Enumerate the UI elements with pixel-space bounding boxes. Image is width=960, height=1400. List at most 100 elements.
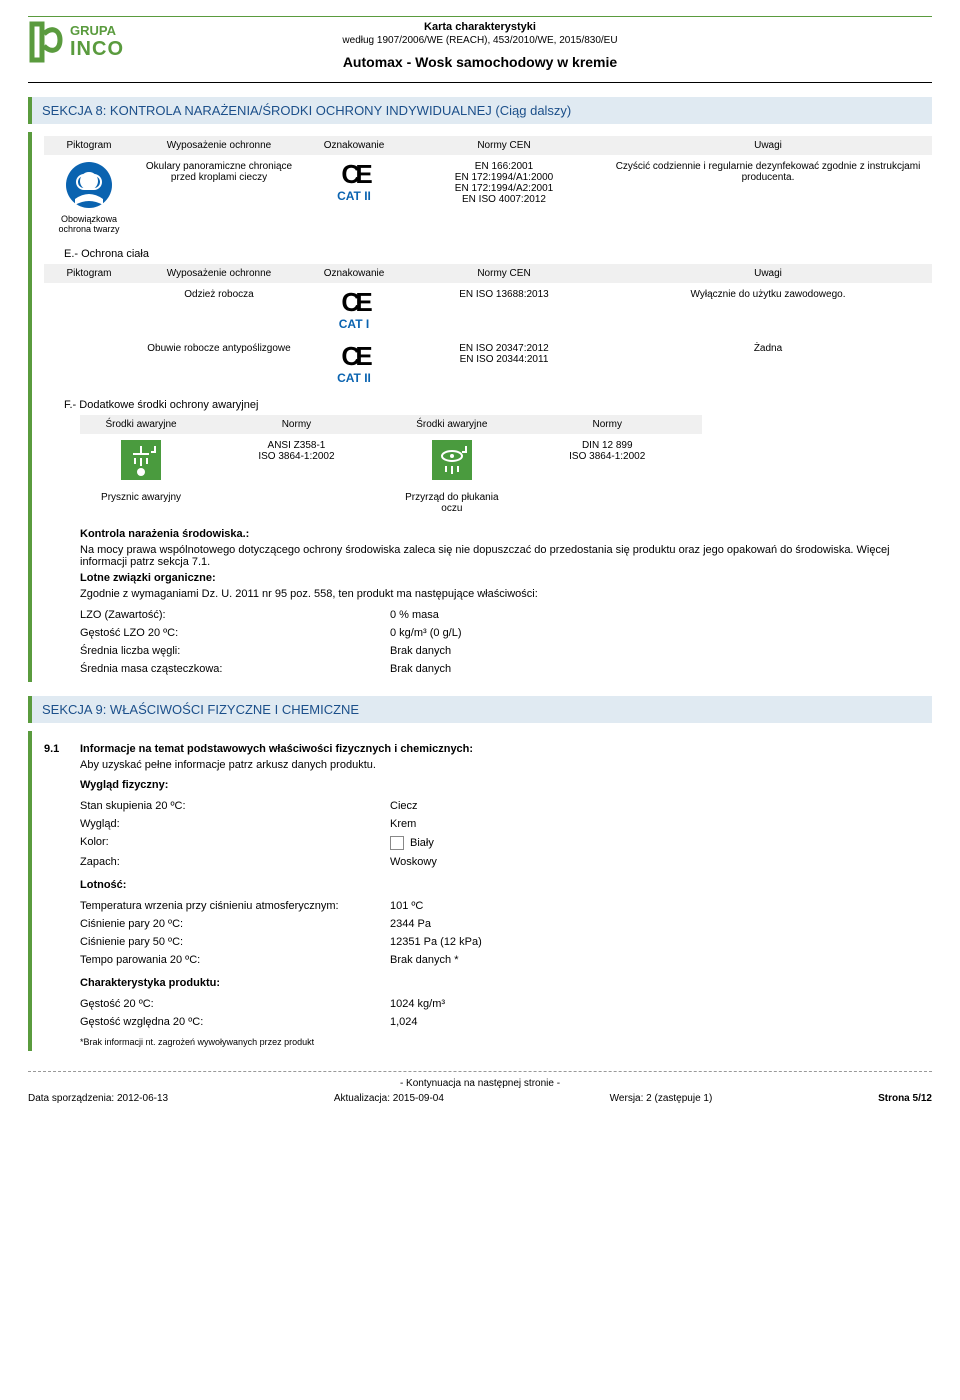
sub-f-heading: F.- Dodatkowe środki ochrony awaryjnej (64, 399, 932, 411)
continuation-note: - Kontynuacja na następnej stronie - (28, 1078, 932, 1089)
color-swatch-icon (390, 836, 404, 850)
voc-text: Zgodnie z wymaganiami Dz. U. 2011 nr 95 … (80, 588, 896, 600)
table-row: Stan skupienia 20 ºC:Ciecz (80, 797, 445, 815)
kv-label: Gęstość LZO 20 ºC: (80, 624, 390, 642)
kv-value: 12351 Pa (12 kPa) (390, 933, 490, 951)
table-row: LZO (Zawartość):0 % masa (80, 606, 470, 624)
kv-value: Krem (390, 815, 445, 833)
table-row: Obowiązkowa ochrona twarzy Okulary panor… (44, 155, 932, 240)
remarks-cell: Żadna (604, 337, 932, 391)
col-wyposazenie: Wyposażenie ochronne (134, 136, 304, 155)
table-row: Ciśnienie pary 20 ºC:2344 Pa (80, 915, 490, 933)
table-row: Obuwie robocze antypoślizgowe C E CAT II… (44, 337, 932, 391)
kv-value: 0 % masa (390, 606, 470, 624)
table-row: Gęstość 20 ºC:1024 kg/m³ (80, 995, 453, 1013)
col-oznakowanie: Oznakowanie (304, 264, 404, 283)
kv-label: Wygląd: (80, 815, 390, 833)
table-row: Odzież robocza C E CAT I EN ISO 13688:20… (44, 283, 932, 337)
product-name: Automax - Wosk samochodowy w kremie (28, 54, 932, 70)
footer-page: Strona 5/12 (878, 1093, 932, 1104)
norms-cell: EN ISO 13688:2013 (404, 283, 604, 337)
col-means: Środki awaryjne (391, 415, 513, 434)
col-uwagi: Uwagi (604, 136, 932, 155)
equipment-cell: Okulary panoramiczne chroniące przed kro… (134, 155, 304, 240)
ce-mark-icon: C E (310, 161, 398, 187)
phys-table: Stan skupienia 20 ºC:Ciecz Wygląd:Krem K… (80, 797, 445, 871)
sec9-sub: Aby uzyskać pełne informacje patrz arkus… (80, 759, 932, 771)
section-9-number: 9.1 (44, 743, 70, 755)
kv-label: Średnia masa cząsteczkowa: (80, 660, 390, 678)
cat-label: CAT II (310, 189, 398, 203)
kv-label: Stan skupienia 20 ºC: (80, 797, 390, 815)
section-8-title: SEKCJA 8: KONTROLA NARAŻENIA/ŚRODKI OCHR… (28, 97, 932, 124)
kv-label: LZO (Zawartość): (80, 606, 390, 624)
caption-cell: Prysznic awaryjny (80, 486, 202, 520)
footer-date: Data sporządzenia: 2012-06-13 (28, 1093, 168, 1104)
table-row: Gęstość względna 20 ºC:1,024 (80, 1013, 453, 1031)
norms-cell: EN 166:2001 EN 172:1994/A1:2000 EN 172:1… (404, 155, 604, 240)
col-means: Środki awaryjne (80, 415, 202, 434)
kv-value: Ciecz (390, 797, 445, 815)
col-piktogram: Piktogram (44, 264, 134, 283)
col-normy: Normy CEN (404, 264, 604, 283)
phys-heading: Wygląd fizyczny: (80, 779, 932, 791)
ce-mark-icon: C E (310, 289, 398, 315)
kv-label: Temperatura wrzenia przy ciśnieniu atmos… (80, 897, 390, 915)
logo-text-bottom: INCO (70, 38, 124, 61)
sec9-heading: Informacje na temat podstawowych właściw… (80, 743, 932, 755)
kv-label: Zapach: (80, 853, 390, 871)
char-table: Gęstość 20 ºC:1024 kg/m³ Gęstość względn… (80, 995, 453, 1031)
kv-value: 1024 kg/m³ (390, 995, 453, 1013)
footer-update: Aktualizacja: 2015-09-04 (334, 1093, 444, 1104)
kv-value: 2344 Pa (390, 915, 490, 933)
table-row: Ciśnienie pary 50 ºC:12351 Pa (12 kPa) (80, 933, 490, 951)
char-heading: Charakterystyka produktu: (80, 977, 932, 989)
emergency-table: Środki awaryjne Normy Środki awaryjne No… (80, 415, 702, 520)
table-row: Gęstość LZO 20 ºC:0 kg/m³ (0 g/L) (80, 624, 470, 642)
table-row: Temperatura wrzenia przy ciśnieniu atmos… (80, 897, 490, 915)
logo: GRUPA INCO (28, 20, 124, 64)
norms-cell: DIN 12 899 ISO 3864-1:2002 (513, 434, 702, 486)
kv-label: Gęstość 20 ºC: (80, 995, 390, 1013)
vol-table: Temperatura wrzenia przy ciśnieniu atmos… (80, 897, 490, 969)
caption-cell: Przyrząd do płukania oczu (391, 486, 513, 520)
kv-value: Biały (390, 833, 445, 853)
kv-value: Brak danych (390, 642, 470, 660)
doc-title: Karta charakterystyki (28, 21, 932, 33)
footer-version: Wersja: 2 (zastępuje 1) (610, 1093, 713, 1104)
env-heading: Kontrola narażenia środowiska.: (80, 528, 896, 540)
col-piktogram: Piktogram (44, 136, 134, 155)
kv-label: Ciśnienie pary 20 ºC: (80, 915, 390, 933)
table-row: Tempo parowania 20 ºC:Brak danych * (80, 951, 490, 969)
col-normy: Normy CEN (404, 136, 604, 155)
table-row: Prysznic awaryjny Przyrząd do płukania o… (80, 486, 702, 520)
ppe-table-a: Piktogram Wyposażenie ochronne Oznakowan… (44, 136, 932, 240)
kv-value: 101 ºC (390, 897, 490, 915)
norms-cell: ANSI Z358-1 ISO 3864-1:2002 (202, 434, 391, 486)
kv-label: Kolor: (80, 833, 390, 853)
cat-label: CAT I (310, 317, 398, 331)
section-8-body: Piktogram Wyposażenie ochronne Oznakowan… (28, 132, 932, 682)
kv-value: 0 kg/m³ (0 g/L) (390, 624, 470, 642)
kv-label: Gęstość względna 20 ºC: (80, 1013, 390, 1031)
shower-icon (121, 440, 161, 480)
norms-cell: EN ISO 20347:2012 EN ISO 20344:2011 (404, 337, 604, 391)
doc-subtitle: według 1907/2006/WE (REACH), 453/2010/WE… (28, 35, 932, 46)
table-row: Średnia liczba węgli:Brak danych (80, 642, 470, 660)
kv-value: Brak danych (390, 660, 470, 678)
logo-text-top: GRUPA (70, 23, 124, 38)
col-norms: Normy (513, 415, 702, 434)
table-row: ANSI Z358-1 ISO 3864-1:2002 DIN 12 899 I… (80, 434, 702, 486)
col-wyposazenie: Wyposażenie ochronne (134, 264, 304, 283)
pictogram-caption: Obowiązkowa ochrona twarzy (50, 214, 128, 234)
kv-label: Średnia liczba węgli: (80, 642, 390, 660)
kv-label: Tempo parowania 20 ºC: (80, 951, 390, 969)
table-row: Kolor:Biały (80, 833, 445, 853)
section-9-body: 9.1 Informacje na temat podstawowych wła… (28, 731, 932, 1051)
col-norms: Normy (202, 415, 391, 434)
remarks-cell: Wyłącznie do użytku zawodowego. (604, 283, 932, 337)
kv-value: Brak danych * (390, 951, 490, 969)
sec9-footnote: *Brak informacji nt. zagrożeń wywoływany… (80, 1037, 932, 1047)
env-text: Na mocy prawa wspólnotowego dotyczącego … (80, 544, 896, 568)
ce-mark-icon: C E (310, 343, 398, 369)
